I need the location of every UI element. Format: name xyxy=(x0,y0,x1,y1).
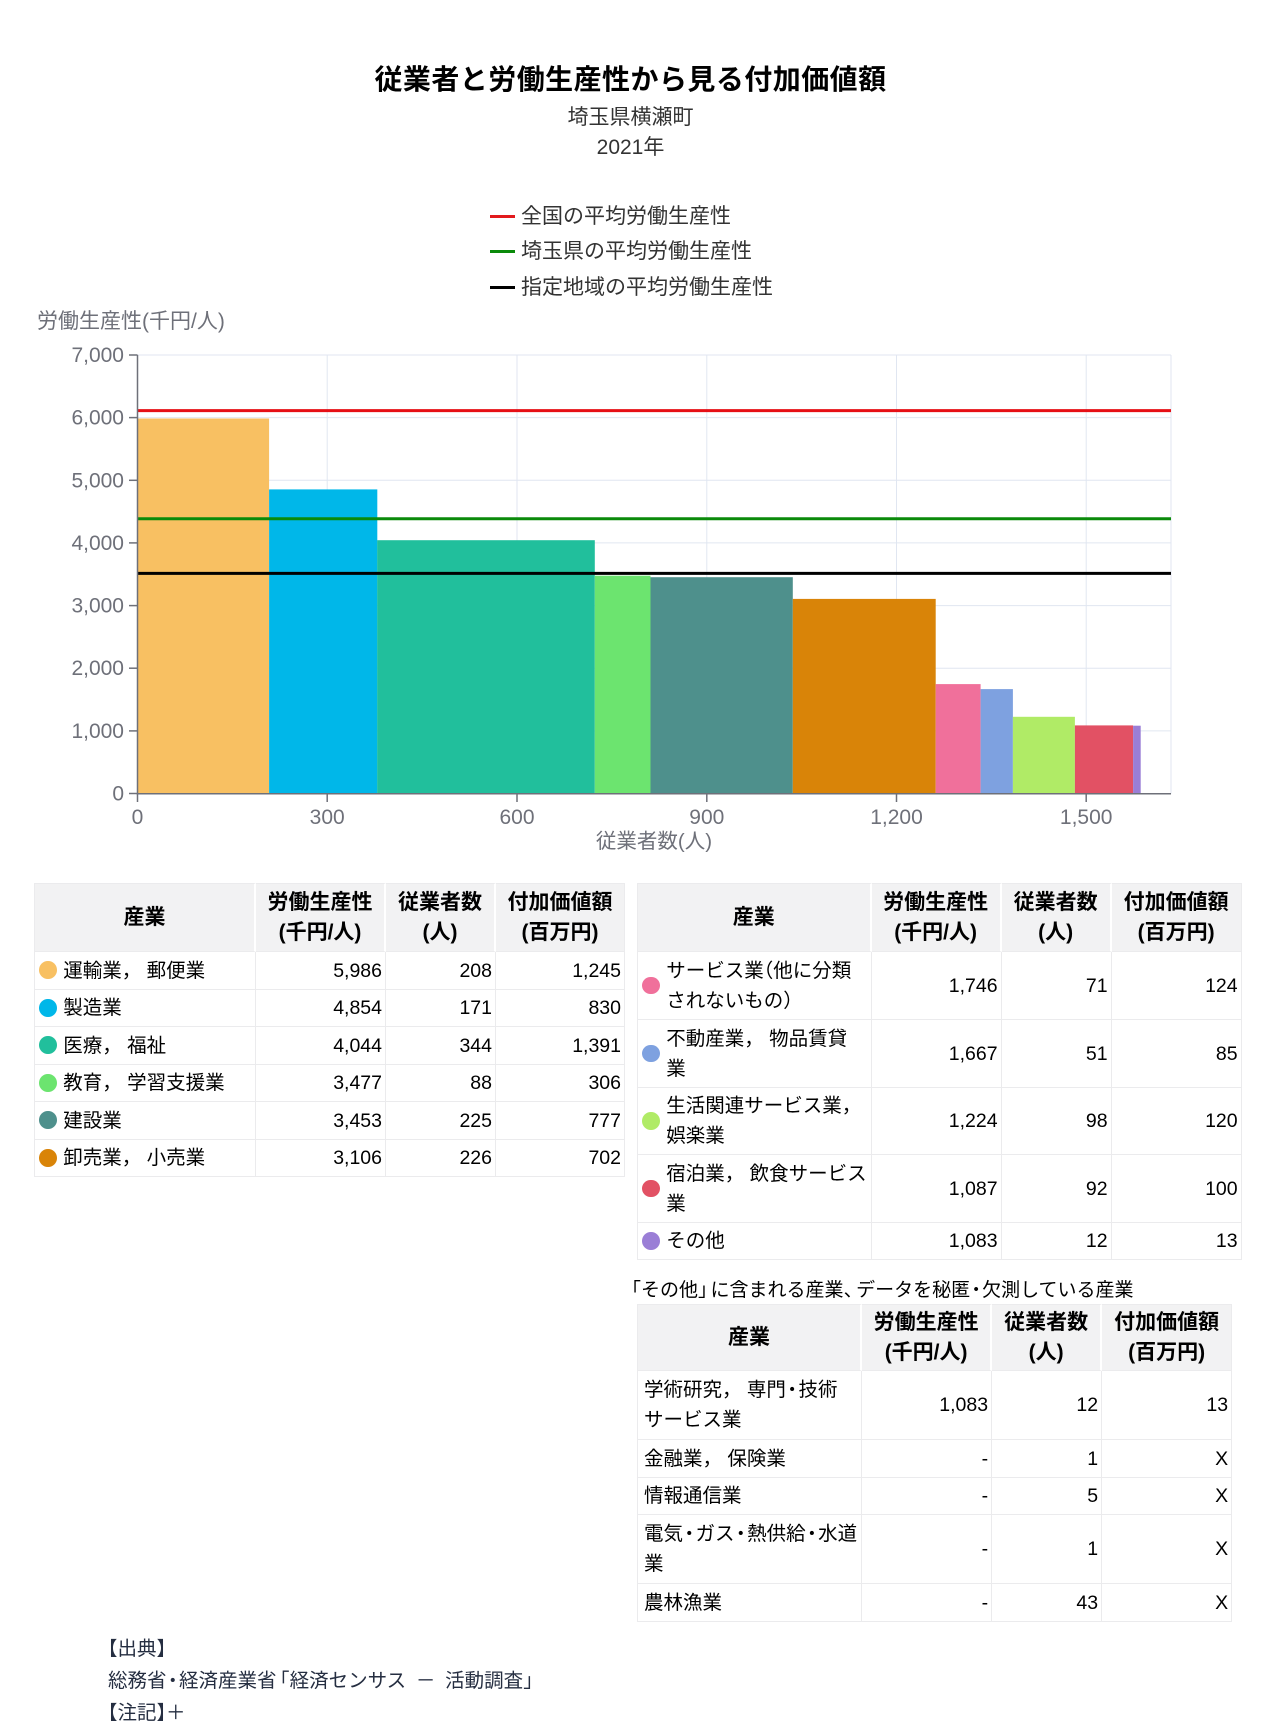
svg-text:600: 600 xyxy=(499,806,534,829)
svg-text:2,000: 2,000 xyxy=(71,657,124,680)
svg-text:7,000: 7,000 xyxy=(71,344,124,367)
svg-text:3,000: 3,000 xyxy=(71,595,124,618)
svg-text:0: 0 xyxy=(132,806,144,829)
svg-text:6,000: 6,000 xyxy=(71,407,124,430)
svg-text:1,000: 1,000 xyxy=(71,720,124,743)
svg-text:5,000: 5,000 xyxy=(71,469,124,492)
svg-text:300: 300 xyxy=(310,806,345,829)
svg-text:1,200: 1,200 xyxy=(870,806,923,829)
svg-text:900: 900 xyxy=(689,806,724,829)
svg-text:4,000: 4,000 xyxy=(71,532,124,555)
svg-text:0: 0 xyxy=(112,783,124,806)
svg-text:1,500: 1,500 xyxy=(1060,806,1113,829)
